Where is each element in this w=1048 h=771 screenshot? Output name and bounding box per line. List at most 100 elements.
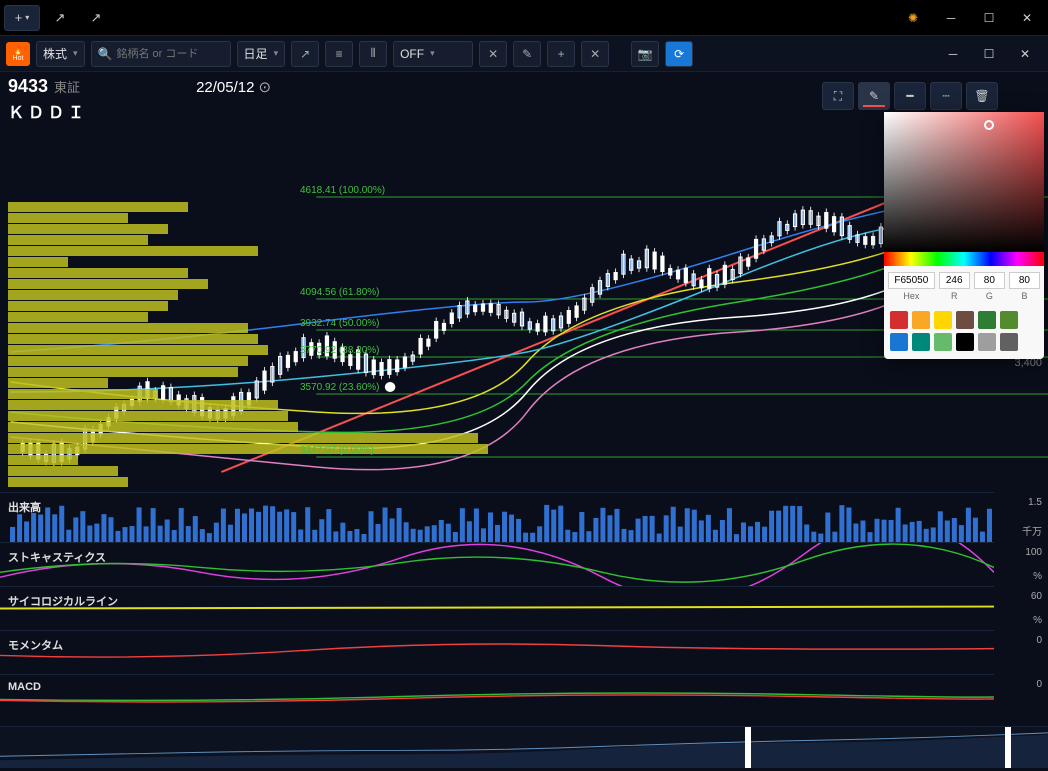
b-input[interactable] [1009,272,1040,289]
hex-input[interactable] [888,272,935,289]
g-input[interactable] [974,272,1005,289]
color-gradient[interactable] [884,112,1044,252]
vp-bar [8,235,148,245]
add-icon[interactable]: + [547,41,575,67]
timeframe-select[interactable]: 日足▾ [237,41,286,67]
indicator-panel[interactable]: ストキャスティクス 100 % [0,542,994,586]
vp-bar [8,301,168,311]
indicator-axis: 100 [1025,547,1042,558]
indicator-label: モメンタム [8,637,63,653]
search-input[interactable] [117,48,224,60]
draw-toolbar: ⛶ ✎ ━ ┄ 🗑 [822,82,998,110]
swatch[interactable] [912,333,930,351]
share-icon[interactable]: ↗ [291,41,319,67]
maximize-button[interactable]: ☐ [972,4,1006,32]
indicator-panel[interactable]: MACD 0 [0,674,994,718]
delete-tool[interactable]: 🗑 [966,82,998,110]
camera-icon[interactable]: 📷 [631,41,659,67]
indicator-panel[interactable]: 出来高 1.5 千万 [0,492,994,542]
hot-badge[interactable]: 🔥Hot [6,42,30,66]
price-chart[interactable]: 4,6004,2003,8003,400 4618.41 (100.00%)40… [0,72,1048,492]
new-tab-button[interactable]: + ▾ [4,5,40,31]
vp-bar [8,224,168,234]
vp-bar [8,323,248,333]
swatch[interactable] [978,333,996,351]
vp-bar [8,411,288,421]
swatch[interactable] [890,311,908,329]
fib-label: 3570.92 (23.60%) [300,382,380,393]
indicator-label: 出来高 [8,499,41,515]
overview-chart[interactable] [0,726,1048,768]
list-icon[interactable]: ≡ [325,41,353,67]
indicator-label: サイコロジカルライン [8,593,118,609]
vp-bar [8,378,108,388]
pencil-tool[interactable]: ✎ [858,82,890,110]
line-solid-tool[interactable]: ━ [894,82,926,110]
vp-bar [8,246,258,256]
color-picker[interactable]: Hex R G B [884,112,1044,359]
settings-icon[interactable]: ✺ [896,4,930,32]
indicator-label: MACD [8,681,41,693]
range-handle-right[interactable] [1005,727,1011,768]
stock-code: 9433 [8,76,48,97]
vp-bar [8,389,158,399]
stock-name: ＫＤＤＩ [8,99,271,123]
trend-up-icon-2[interactable]: ↗ [80,5,112,31]
vp-bar [8,367,238,377]
volume-profile [8,202,488,488]
vp-bar [8,466,118,476]
columns-icon[interactable]: ⫴ [359,41,387,67]
trend-up-icon[interactable]: ↗ [44,5,76,31]
swatches [884,307,1044,359]
indicator-unit: % [1033,571,1042,582]
vp-bar [8,345,268,355]
vp-bar [8,290,178,300]
search-icon: 🔍 [98,47,113,61]
main-area: 9433 東証 22/05/12⊙ ＫＤＤＩ [0,72,1048,768]
expand-tool[interactable]: ⛶ [822,82,854,110]
toolbar: 🔥Hot 株式▾ 🔍 日足▾ ↗ ≡ ⫴ OFF▾ ✕ ✎ + ✕ 📷 ⟳ ─ … [0,36,1048,72]
swatch[interactable] [890,333,908,351]
vp-bar [8,334,258,344]
vp-bar [8,400,278,410]
shuffle-icon[interactable]: ✕ [479,41,507,67]
stock-header: 9433 東証 22/05/12⊙ ＫＤＤＩ [8,76,271,123]
swatch[interactable] [956,311,974,329]
minimize-button[interactable]: ─ [934,4,968,32]
indicator-axis: 0 [1036,635,1042,646]
indicator-axis: 1.5 [1028,497,1042,508]
indicator-unit: % [1033,615,1042,626]
panel-close-button[interactable]: ✕ [1008,40,1042,68]
indicator-label: ストキャスティクス [8,549,106,565]
off-select[interactable]: OFF▾ [393,41,473,67]
indicator-panel[interactable]: サイコロジカルライン 60 % [0,586,994,630]
controls-icon[interactable]: ✕ [581,41,609,67]
swatch[interactable] [934,333,952,351]
r-input[interactable] [939,272,970,289]
edit-icon[interactable]: ✎ [513,41,541,67]
vp-bar [8,257,68,267]
swatch[interactable] [1000,333,1018,351]
symbol-search[interactable]: 🔍 [91,41,231,67]
panel-minimize-button[interactable]: ─ [936,40,970,68]
market-select[interactable]: 株式▾ [36,41,85,67]
stock-date[interactable]: 22/05/12⊙ [196,78,271,96]
stock-exchange: 東証 [54,77,80,96]
hue-slider[interactable] [884,252,1044,266]
line-dash-tool[interactable]: ┄ [930,82,962,110]
close-button[interactable]: ✕ [1010,4,1044,32]
swatch[interactable] [956,333,974,351]
indicator-axis: 60 [1031,591,1042,602]
panel-maximize-button[interactable]: ☐ [972,40,1006,68]
swatch[interactable] [1000,311,1018,329]
swatch[interactable] [978,311,996,329]
swatch[interactable] [934,311,952,329]
vp-bar [8,268,188,278]
indicator-panel[interactable]: モメンタム 0 [0,630,994,674]
fib-label: 4618.41 (100.00%) [300,185,385,196]
swatch[interactable] [912,311,930,329]
indicator-axis: 0 [1036,679,1042,690]
refresh-button[interactable]: ⟳ [665,41,693,67]
vp-bar [8,356,248,366]
range-handle-left[interactable] [745,727,751,768]
